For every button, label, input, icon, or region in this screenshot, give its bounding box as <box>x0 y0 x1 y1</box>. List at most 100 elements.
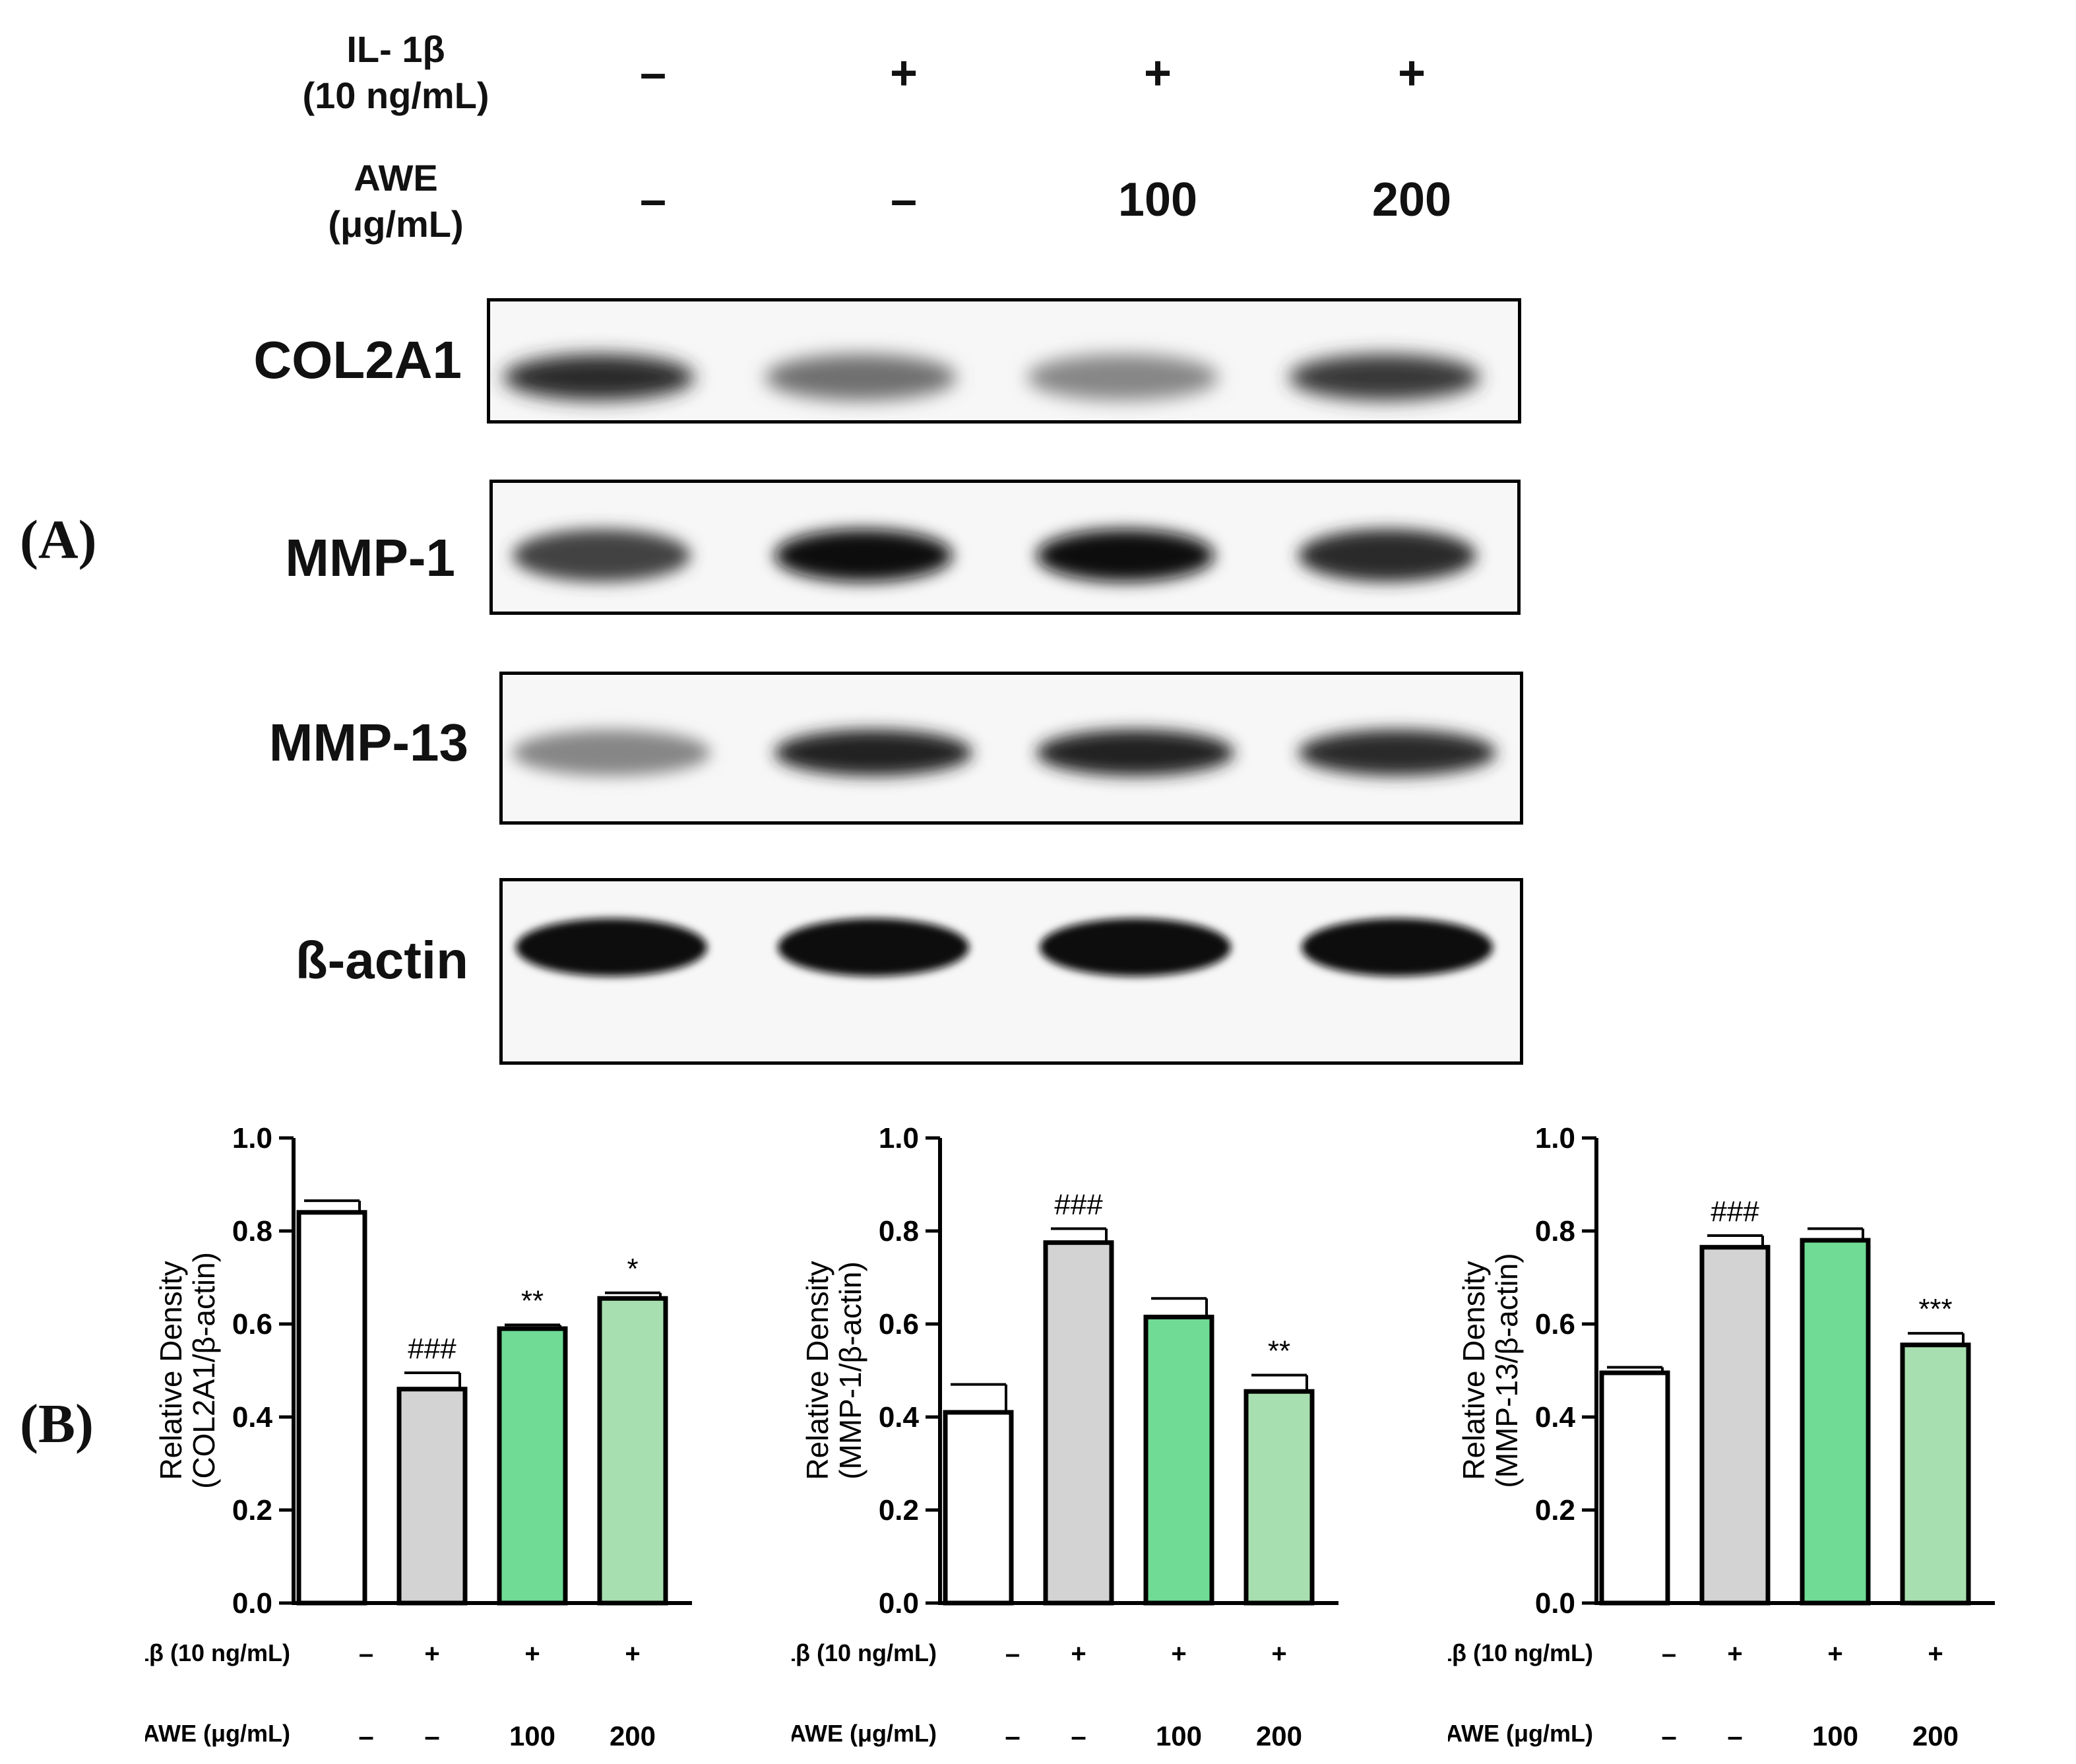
chart-mmp13: 0.0 0.2 0.4 0.6 0.8 1.0 Relative Density(MMP-1… <box>1448 1122 1995 1751</box>
il1b-header-lane-4: + <box>1397 47 1426 100</box>
y-axis-label: Relative Density(MMP-13/β-actin) <box>1457 1253 1524 1488</box>
bar-1 <box>296 1210 367 1606</box>
condition-awe-value-4: 200 <box>610 1720 656 1751</box>
band-4 <box>1302 918 1493 976</box>
y-tick-label: 0.6 <box>1535 1308 1575 1340</box>
y-axis-label-line1: Relative Density <box>800 1261 834 1480</box>
significance-label-4: * <box>627 1253 638 1285</box>
condition-awe-value-3: 100 <box>1156 1720 1202 1751</box>
band-1 <box>513 529 691 582</box>
condition-il1b-value-4: + <box>1928 1639 1943 1668</box>
condition-awe-value-4: 200 <box>1912 1720 1959 1751</box>
y-tick-label: 0.8 <box>1535 1215 1575 1247</box>
panel-label-b: (B) <box>20 1393 94 1455</box>
bar-1 <box>1599 1370 1670 1606</box>
condition-il1b-value-1: – <box>1662 1639 1676 1668</box>
bar-2 <box>1699 1245 1771 1606</box>
y-tick-label: 0.8 <box>232 1215 272 1247</box>
bar-1 <box>943 1410 1014 1606</box>
y-axis-label-line2: (COL2A1/β-actin) <box>187 1252 221 1489</box>
y-tick-label: 0.2 <box>1535 1494 1575 1527</box>
blot-beta-actin <box>499 878 1523 1065</box>
y-tick-label: 1.0 <box>232 1122 272 1154</box>
awe-header-lane-3: 100 <box>1117 173 1198 226</box>
band-label-col2a1: COL2A1 <box>253 331 462 389</box>
awe-header-line2: (μg/mL) <box>328 203 464 245</box>
panel-label-a: (A) <box>20 509 97 571</box>
chart-col2a1: 0.0 0.2 0.4 0.6 0.8 1.0 Relative Density(COL2A… <box>145 1122 692 1751</box>
condition-il1b-label: IL-1β (10 ng/mL) <box>1448 1639 1593 1666</box>
significance-label-4: *** <box>1918 1293 1952 1325</box>
condition-il1b-value-1: – <box>1005 1639 1020 1668</box>
y-tick-label: 0.0 <box>1535 1587 1575 1620</box>
condition-il1b-value-2: + <box>1071 1639 1086 1668</box>
significance-label-4: ** <box>1268 1335 1290 1368</box>
condition-awe-value-1: – <box>358 1720 373 1751</box>
y-tick-label: 0.2 <box>879 1494 919 1527</box>
blot-col2a1-image <box>503 354 1480 400</box>
y-axis-label-line1: Relative Density <box>154 1261 188 1480</box>
band-2 <box>774 730 972 776</box>
bar-3 <box>497 1326 568 1606</box>
band-3 <box>1036 529 1214 582</box>
blot-col2a1 <box>487 298 1521 424</box>
bar-4 <box>1900 1342 1971 1606</box>
condition-awe-label: AWE (μg/mL) <box>1448 1720 1593 1747</box>
il1b-header-label: IL- 1β (10 ng/mL) <box>251 26 541 119</box>
condition-awe-label: AWE (μg/mL) <box>145 1720 290 1747</box>
y-axis-label: Relative Density(MMP-1/β-actin) <box>800 1261 867 1480</box>
y-tick-label: 0.0 <box>879 1587 919 1620</box>
awe-header-lane-4: 200 <box>1371 173 1452 226</box>
y-tick-label: 0.2 <box>232 1494 272 1527</box>
chart-mmp1: 0.0 0.2 0.4 0.6 0.8 1.0 Relative Density(MMP-1… <box>792 1122 1338 1751</box>
band-4 <box>1298 529 1476 582</box>
blot-mmp1-image <box>513 529 1476 582</box>
band-2 <box>765 354 957 400</box>
y-axis-label-line2: (MMP-1/β-actin) <box>833 1261 867 1480</box>
band-1 <box>513 730 710 776</box>
band-1 <box>503 354 695 400</box>
condition-il1b-value-3: + <box>1827 1639 1842 1668</box>
band-label-beta-actin: ß-actin <box>295 931 468 990</box>
condition-awe-value-4: 200 <box>1256 1720 1302 1751</box>
il1b-header-lane-3: + <box>1143 47 1172 100</box>
blot-mmp13 <box>499 672 1523 825</box>
condition-awe-value-1: – <box>1005 1720 1020 1751</box>
significance-label-2: ### <box>408 1333 456 1365</box>
bar-2 <box>1043 1240 1114 1606</box>
band-label-mmp1: MMP-1 <box>285 528 455 587</box>
condition-il1b-label: IL-1β (10 ng/mL) <box>792 1639 937 1666</box>
band-2 <box>774 529 953 582</box>
condition-awe-value-2: – <box>1727 1720 1742 1751</box>
condition-il1b-value-2: + <box>1727 1639 1742 1668</box>
condition-awe-value-1: – <box>1661 1720 1676 1751</box>
bar-2 <box>396 1387 468 1606</box>
bar-3 <box>1143 1314 1214 1606</box>
y-axis-label-line2: (MMP-13/β-actin) <box>1490 1253 1524 1488</box>
y-tick-label: 1.0 <box>879 1122 919 1154</box>
condition-il1b-label: IL-1β (10 ng/mL) <box>145 1639 290 1666</box>
awe-header-lane-2: – <box>890 173 918 226</box>
y-axis-label-line1: Relative Density <box>1457 1261 1491 1480</box>
bar-3 <box>1800 1238 1871 1606</box>
condition-il1b-value-2: + <box>424 1639 439 1668</box>
y-tick-label: 0.0 <box>232 1587 272 1620</box>
il1b-header-lane-1: – <box>639 47 667 100</box>
bar-4 <box>1243 1389 1315 1606</box>
condition-il1b-value-3: + <box>1171 1639 1186 1668</box>
band-3 <box>1036 730 1234 776</box>
bar-4 <box>597 1296 668 1606</box>
blot-mmp1 <box>489 480 1521 615</box>
significance-label-3: ** <box>521 1284 544 1317</box>
significance-label-2: ### <box>1711 1195 1759 1228</box>
y-tick-label: 0.4 <box>232 1401 273 1433</box>
condition-il1b-value-1: – <box>359 1639 373 1668</box>
condition-awe-value-2: – <box>1071 1720 1086 1751</box>
band-3 <box>1027 354 1218 400</box>
y-tick-label: 0.6 <box>232 1308 272 1340</box>
awe-header-lane-1: – <box>639 173 667 226</box>
y-tick-label: 0.8 <box>879 1215 919 1247</box>
blot-beta-actin-image <box>516 918 1493 976</box>
condition-il1b-value-4: + <box>1271 1639 1286 1668</box>
y-axis-label: Relative Density(COL2A1/β-actin) <box>154 1252 221 1489</box>
